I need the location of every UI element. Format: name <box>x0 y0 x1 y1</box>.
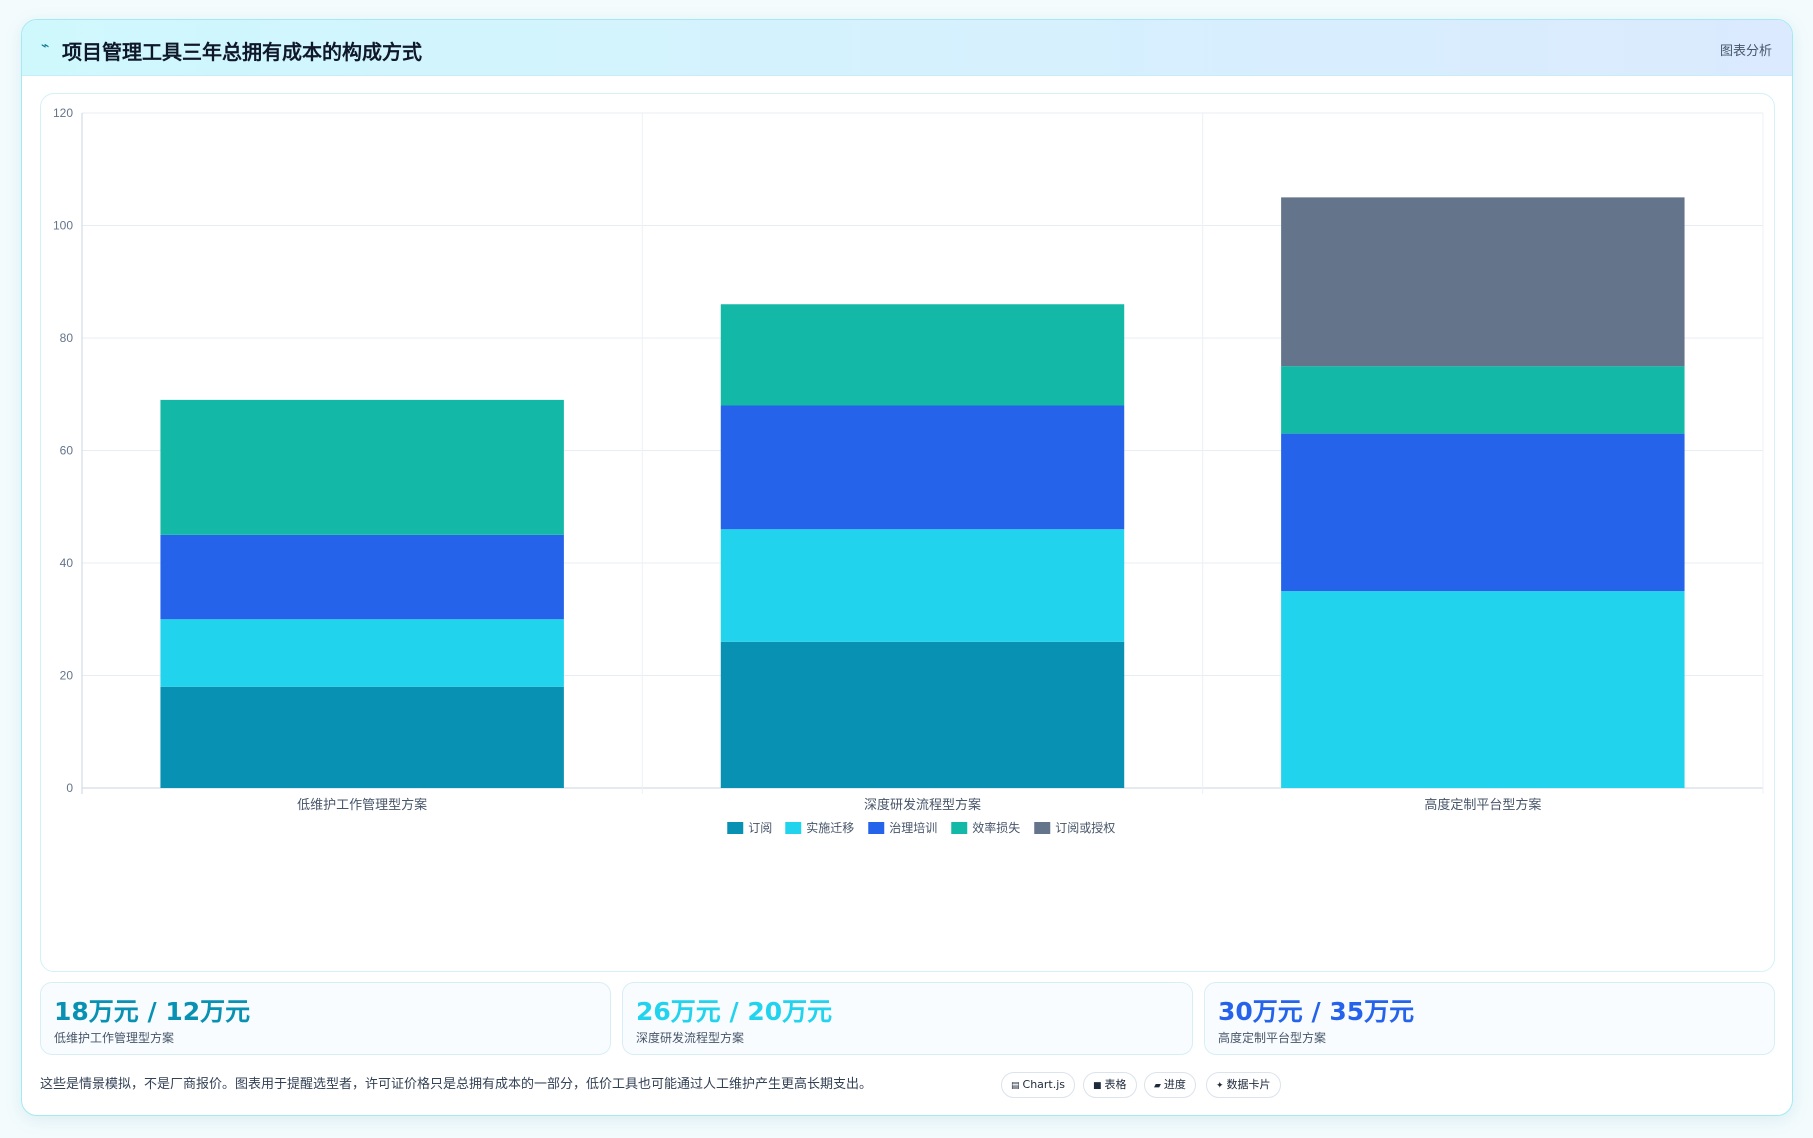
bar-segment <box>160 534 564 620</box>
bar-segment <box>160 686 564 788</box>
footer-note: 这些是情景模拟，不是厂商报价。图表用于提醒选型者，许可证价格只是总拥有成本的一部… <box>40 1077 873 1092</box>
stat-card-custom-platform: 30万元 / 35万元 高度定制平台型方案 <box>1204 982 1775 1055</box>
y-tick-label: 120 <box>53 106 73 120</box>
stat-cards: 18万元 / 12万元 低维护工作管理型方案 26万元 / 20万元 深度研发流… <box>40 982 1775 1055</box>
y-tick-label: 80 <box>60 331 74 345</box>
stat-card-low-maintenance: 18万元 / 12万元 低维护工作管理型方案 <box>40 982 611 1055</box>
legend-swatch <box>727 822 744 834</box>
y-tick-label: 20 <box>60 669 74 683</box>
chart-title: 项目管理工具三年总拥有成本的构成方式 <box>62 40 422 64</box>
y-tick-label: 0 <box>66 781 73 795</box>
pill-table[interactable]: ■ 表格 <box>1083 1072 1137 1098</box>
bar-segment <box>720 529 1125 642</box>
legend-swatch <box>868 822 885 834</box>
pill-data-cards[interactable]: ✦ 数据卡片 <box>1206 1072 1281 1098</box>
table-icon: ■ <box>1093 1081 1102 1091</box>
bar-segment <box>160 399 564 535</box>
stat-label: 深度研发流程型方案 <box>636 1031 745 1045</box>
bar-segment <box>1281 197 1685 367</box>
stat-value: 18万元 / 12万元 <box>54 997 251 1026</box>
pill-label: Chart.js <box>1022 1078 1066 1091</box>
legend-label: 订阅 <box>748 821 772 835</box>
bar-segment <box>1281 591 1685 788</box>
bar-segment <box>160 619 564 687</box>
legend-label: 效率损失 <box>972 820 1020 835</box>
x-tick-label: 深度研发流程型方案 <box>864 797 981 812</box>
sparkle-icon: ✦ <box>1216 1081 1224 1091</box>
stat-card-deep-dev: 26万元 / 20万元 深度研发流程型方案 <box>622 982 1193 1055</box>
stacked-bar-chart: 0 20 40 60 80 100 120 低维护工作管理型方案 深度研发流程型方案 高度定制平台… <box>53 106 1764 835</box>
chart-card: ⌁ 项目管理工具三年总拥有成本的构成方式 图表分析 0 20 40 60 80 100 12… <box>21 19 1793 1116</box>
legend-swatch <box>1034 822 1051 834</box>
stat-value: 26万元 / 20万元 <box>636 997 833 1026</box>
bar-segment <box>720 405 1125 530</box>
chart-icon: ▤ <box>1011 1081 1020 1091</box>
bar-segment <box>720 641 1125 788</box>
bar-segment <box>1281 366 1685 434</box>
chart-panel: 0 20 40 60 80 100 120 低维护工作管理型方案 深度研发流程型方案 高度定制平台… <box>40 93 1775 972</box>
stat-label: 高度定制平台型方案 <box>1218 1031 1327 1045</box>
pill-label: 表格 <box>1104 1078 1127 1091</box>
progress-icon: ▰ <box>1154 1081 1161 1091</box>
legend-swatch <box>785 822 802 834</box>
pill-chartjs[interactable]: ▤ Chart.js <box>1001 1072 1076 1098</box>
trend-icon: ⌁ <box>41 38 50 54</box>
pill-label: 进度 <box>1163 1078 1186 1091</box>
x-tick-label: 低维护工作管理型方案 <box>297 797 427 812</box>
y-tick-label: 60 <box>60 444 74 458</box>
legend-label: 治理培训 <box>889 820 937 835</box>
bar-segment <box>1281 433 1685 592</box>
legend-label: 实施迁移 <box>806 820 854 835</box>
legend-swatch <box>951 822 968 834</box>
stat-label: 低维护工作管理型方案 <box>54 1031 175 1045</box>
bar-segment <box>720 304 1125 406</box>
y-tick-label: 40 <box>60 556 74 570</box>
legend-label: 订阅或授权 <box>1055 820 1115 835</box>
card-header: ⌁ 项目管理工具三年总拥有成本的构成方式 图表分析 <box>22 20 1792 76</box>
y-tick-label: 100 <box>53 219 73 233</box>
pill-progress[interactable]: ▰ 进度 <box>1144 1072 1196 1098</box>
pill-label: 数据卡片 <box>1226 1078 1271 1091</box>
x-tick-label: 高度定制平台型方案 <box>1424 797 1541 812</box>
stat-value: 30万元 / 35万元 <box>1218 997 1415 1026</box>
chart-analysis-tag: 图表分析 <box>1719 44 1772 59</box>
